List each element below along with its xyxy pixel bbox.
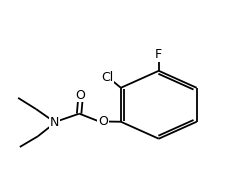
Text: F: F <box>155 48 162 61</box>
Text: Cl: Cl <box>101 71 113 84</box>
Text: O: O <box>76 89 85 102</box>
Text: O: O <box>98 115 108 128</box>
Text: N: N <box>50 116 59 129</box>
